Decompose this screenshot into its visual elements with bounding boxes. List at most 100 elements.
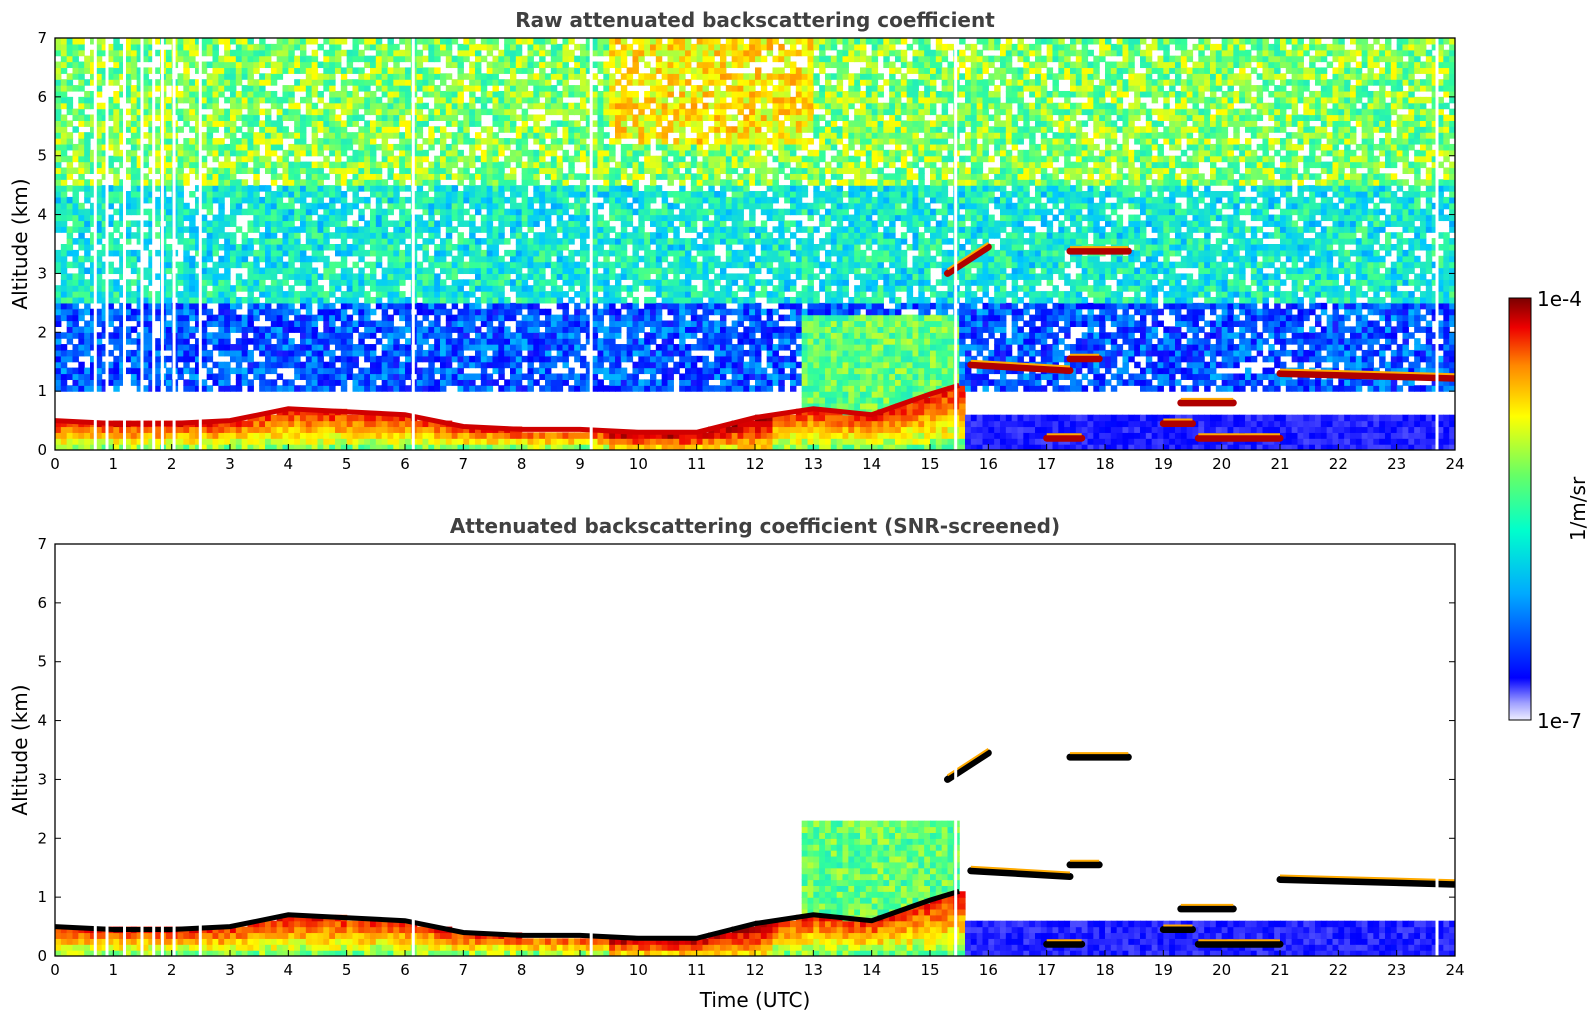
heatmap-cell <box>539 208 546 216</box>
heatmap-cell <box>562 261 569 269</box>
heatmap-cell <box>142 267 149 275</box>
heatmap-cell <box>241 191 249 198</box>
heatmap-cell <box>125 426 132 433</box>
heatmap-cell <box>527 373 534 380</box>
heatmap-cell <box>265 214 272 222</box>
heatmap-cell <box>457 61 464 69</box>
heatmap-cell <box>405 155 412 163</box>
heatmap-cell <box>218 143 225 151</box>
heatmap-cell <box>66 143 74 151</box>
heatmap-cell <box>224 155 231 163</box>
heatmap-cell <box>387 302 394 310</box>
heatmap-cell <box>556 326 564 333</box>
heatmap-cell <box>84 114 91 121</box>
heatmap-cell <box>130 279 138 286</box>
heatmap-cell <box>300 302 307 310</box>
heatmap-cell <box>95 432 103 439</box>
heatmap-cell <box>440 255 447 263</box>
heatmap-cell <box>55 38 62 45</box>
heatmap-cell <box>475 73 482 80</box>
heatmap-cell <box>375 79 383 86</box>
heatmap-cell <box>556 43 564 51</box>
heatmap-cell <box>305 302 313 310</box>
heatmap-cell <box>78 108 85 116</box>
heatmap-cell <box>515 143 523 151</box>
heatmap-cell <box>212 296 219 304</box>
heatmap-cell <box>352 79 359 86</box>
heatmap-cell <box>90 267 97 275</box>
heatmap-cell <box>276 126 284 133</box>
heatmap-cell <box>504 196 511 204</box>
heatmap-cell <box>113 43 120 51</box>
heatmap-cell <box>66 196 74 204</box>
heatmap-cell <box>405 161 412 169</box>
heatmap-cell <box>183 332 190 339</box>
heatmap-cell <box>405 344 412 351</box>
heatmap-cell <box>317 196 324 204</box>
heatmap-cell <box>224 373 231 380</box>
heatmap-cell <box>504 273 511 280</box>
heatmap-cell <box>142 79 149 86</box>
heatmap-cell <box>189 79 196 86</box>
heatmap-cell <box>510 349 517 357</box>
heatmap-cell <box>486 332 494 339</box>
heatmap-cell <box>113 67 120 74</box>
heatmap-cell <box>276 202 284 210</box>
heatmap-cell <box>527 385 534 392</box>
heatmap-cell <box>311 191 319 198</box>
heatmap-cell <box>445 426 453 433</box>
heatmap-cell <box>562 349 569 357</box>
heatmap-cell <box>463 308 470 316</box>
heatmap-cell <box>545 102 552 110</box>
heatmap-cell <box>300 179 307 186</box>
heatmap-cell <box>352 43 359 51</box>
heatmap-cell <box>346 49 354 57</box>
heatmap-cell <box>475 344 482 351</box>
heatmap-cell <box>224 273 231 280</box>
heatmap-cell <box>504 138 511 145</box>
heatmap-cell <box>370 438 377 445</box>
heatmap-cell <box>323 132 330 139</box>
heatmap-cell <box>457 255 464 263</box>
heatmap-cell <box>119 120 126 127</box>
heatmap-cell <box>445 220 453 227</box>
heatmap-cell <box>574 355 581 363</box>
heatmap-cell <box>107 296 114 304</box>
heatmap-cell <box>533 214 540 222</box>
heatmap-cell <box>66 302 74 310</box>
heatmap-cell <box>545 308 552 316</box>
heatmap-cell <box>428 38 435 45</box>
heatmap-cell <box>305 349 313 357</box>
heatmap-cell <box>550 132 558 139</box>
heatmap-cell <box>416 302 424 310</box>
heatmap-cell <box>440 214 447 222</box>
heatmap-cell <box>95 238 103 245</box>
heatmap-cell <box>475 308 482 316</box>
heatmap-cell <box>422 332 429 339</box>
heatmap-cell <box>358 196 365 204</box>
heatmap-cell <box>230 120 237 127</box>
heatmap-cell <box>445 96 453 104</box>
heatmap-cell <box>113 185 120 192</box>
heatmap-cell <box>335 249 342 257</box>
heatmap-cell <box>580 267 587 275</box>
heatmap-cell <box>218 361 225 369</box>
heatmap-cell <box>434 261 441 269</box>
heatmap-cell <box>545 279 552 286</box>
heatmap-cell <box>224 438 231 445</box>
heatmap-cell <box>568 49 575 57</box>
heatmap-cell <box>107 102 114 110</box>
heatmap-cell <box>574 155 581 163</box>
heatmap-cell <box>387 367 394 375</box>
heatmap-cell <box>317 349 324 357</box>
heatmap-cell <box>440 308 447 316</box>
heatmap-cell <box>55 214 62 222</box>
heatmap-cell <box>247 291 254 298</box>
heatmap-cell <box>55 73 62 80</box>
heatmap-cell <box>434 67 441 74</box>
heatmap-cell <box>294 291 301 298</box>
heatmap-cell <box>136 308 144 316</box>
heatmap-cell <box>212 238 219 245</box>
heatmap-cell <box>305 232 313 239</box>
heatmap-cell <box>107 202 114 210</box>
